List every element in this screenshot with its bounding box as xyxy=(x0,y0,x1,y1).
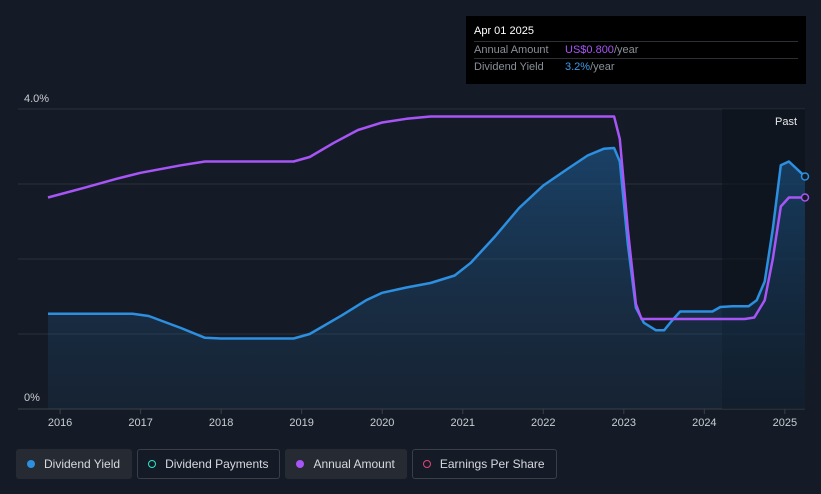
tooltip-row-dividend-yield: Dividend Yield 3.2% /year xyxy=(474,58,798,75)
legend-dividend-payments-label: Dividend Payments xyxy=(165,457,269,471)
legend-dividend-payments[interactable]: Dividend Payments xyxy=(137,449,281,479)
tooltip-row-annual-amount: Annual Amount US$0.800 /year xyxy=(474,41,798,58)
past-label: Past xyxy=(775,116,797,128)
legend-annual-amount-label: Annual Amount xyxy=(313,457,395,471)
x-tick-label: 2024 xyxy=(692,417,716,429)
legend-earnings-per-share[interactable]: Earnings Per Share xyxy=(411,449,557,479)
tooltip-dividend-yield-label: Dividend Yield xyxy=(474,61,544,73)
tooltip-annual-amount-value: US$0.800 xyxy=(565,44,614,56)
y-tick-label: 4.0% xyxy=(24,93,49,105)
annual-amount-line xyxy=(47,115,805,321)
legend-dividend-payments-dot-icon xyxy=(148,460,157,468)
tooltip-date: Apr 01 2025 xyxy=(474,25,534,37)
legend-annual-amount-dot-icon xyxy=(296,460,305,468)
x-tick-label: 2023 xyxy=(612,417,636,429)
legend-annual-amount[interactable]: Annual Amount xyxy=(285,449,407,479)
x-tick-label: 2016 xyxy=(48,417,72,429)
legend-dividend-yield-label: Dividend Yield xyxy=(44,457,121,471)
tooltip-dividend-yield-value: 3.2% xyxy=(565,61,591,73)
series-layer xyxy=(47,115,810,409)
x-tick-label: 2025 xyxy=(773,417,797,429)
legend-earnings-per-share-label: Earnings Per Share xyxy=(439,457,545,471)
chart-legend: Dividend Yield Dividend Payments Annual … xyxy=(16,449,557,479)
x-tick-label: 2018 xyxy=(209,417,233,429)
annual-amount-end-marker xyxy=(800,193,810,202)
dividend-yield-line xyxy=(48,146,806,340)
x-tick-label: 2020 xyxy=(370,417,394,429)
tooltip-annual-amount-label: Annual Amount xyxy=(474,44,549,56)
axis-ticks: 4.0% 0% 2016 2017 2018 2019 2020 2021 2022 2023 20… xyxy=(24,93,797,429)
legend-earnings-per-share-dot-icon xyxy=(422,460,431,468)
x-tick-label: 2021 xyxy=(450,417,474,429)
legend-dividend-yield-dot-icon xyxy=(27,460,35,468)
dividend-yield-end-marker xyxy=(800,172,810,181)
x-tick-label: 2019 xyxy=(289,417,313,429)
y-tick-label: 0% xyxy=(24,392,40,404)
tooltip-annual-amount-unit: /year xyxy=(613,44,639,56)
legend-dividend-yield[interactable]: Dividend Yield xyxy=(16,449,133,479)
x-tick-label: 2017 xyxy=(128,417,152,429)
dividend-yield-area xyxy=(48,148,805,409)
tooltip-dividend-yield-unit: /year xyxy=(590,61,615,73)
x-tick-label: 2022 xyxy=(531,417,555,429)
hover-tooltip: Apr 01 2025 Annual Amount US$0.800 /year… xyxy=(466,16,806,84)
